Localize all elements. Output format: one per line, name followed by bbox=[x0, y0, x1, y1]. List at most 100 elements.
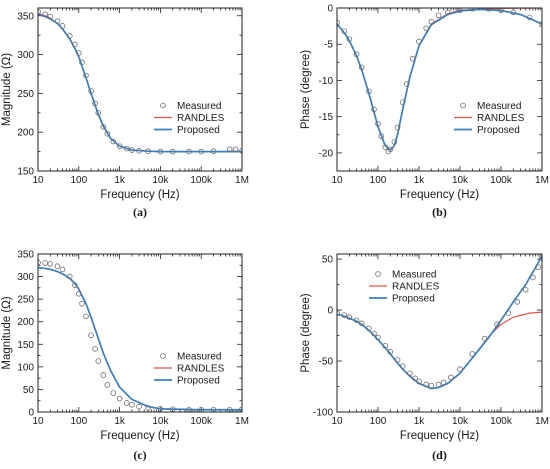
panel-d-frame bbox=[336, 253, 543, 413]
panel-a-y-tick-label: 350 bbox=[17, 11, 34, 22]
panel-c-legend-label-measured: Measured bbox=[177, 352, 221, 363]
panel-b: 10 100 1k 10k 100k 1M -20 -15 -10 -5 0 Frequency (H… bbox=[300, 4, 549, 220]
panel-c-x-tick-label: 1M bbox=[235, 416, 249, 427]
panel-b-measured-point bbox=[457, 8, 463, 13]
panel-b-x-tick-label: 1M bbox=[535, 175, 549, 186]
panel-b-measured-point bbox=[423, 25, 430, 32]
panel-c-measured-point bbox=[54, 263, 61, 269]
panel-b-legend-label-measured: Measured bbox=[477, 101, 521, 112]
panel-d-measured-point bbox=[494, 321, 500, 328]
panel-c-x-tick-label: 1k bbox=[114, 416, 126, 427]
panel-a-measured-point bbox=[59, 23, 66, 29]
panel-a-x-axis-label: Frequency (Hz) bbox=[100, 189, 179, 201]
panel-b-measured-point bbox=[416, 38, 422, 45]
panel-a-measured-point bbox=[38, 9, 41, 15]
panel-d-measured-point bbox=[481, 335, 488, 342]
panel-b-ticks: 10 100 1k 10k 100k 1M -20 -15 -10 -5 0 bbox=[319, 4, 549, 187]
panel-c: 10 100 1k 10k 100k 1M 0 50 100 150 200 250 300 350 Fre… bbox=[1, 250, 249, 463]
panel-b-measured-point bbox=[378, 133, 385, 140]
panel-a-legend-label-measured: Measured bbox=[177, 101, 221, 112]
panel-b-measured-point bbox=[403, 81, 410, 87]
panel-a-measured-point bbox=[239, 148, 242, 154]
panel-c-measured-point bbox=[123, 400, 130, 406]
panel-c-series-proposed-line bbox=[38, 266, 242, 411]
panel-c-y-tick-label: 250 bbox=[17, 295, 34, 306]
panel-d-x-axis-label: Frequency (Hz) bbox=[400, 430, 479, 442]
panel-c-measured-point bbox=[186, 406, 192, 412]
panel-c-measured-point bbox=[47, 261, 54, 267]
panel-a-measured-point bbox=[210, 148, 217, 155]
panel-a-measured-point bbox=[88, 88, 94, 94]
panel-a-measured-point bbox=[92, 100, 98, 107]
panel-d-measured-point bbox=[341, 312, 348, 318]
panel-d-ticks: 10 100 1k 10k 100k 1M -100 -50 0 50 bbox=[313, 254, 549, 427]
panel-c-caption: (c) bbox=[133, 448, 146, 462]
panel-b-y-tick-label: -10 bbox=[319, 76, 334, 87]
panel-d-legend-label-proposed: Proposed bbox=[392, 294, 435, 305]
panel-b-measured-point bbox=[399, 99, 406, 105]
panel-d-measured-point bbox=[522, 286, 529, 293]
panel-d-measured-point bbox=[448, 374, 454, 381]
panel-d-measured-point bbox=[407, 370, 413, 377]
panel-c-x-tick-label: 10 bbox=[32, 416, 44, 427]
panel-b-legend-label-proposed: Proposed bbox=[477, 125, 520, 136]
panel-c-measured-point bbox=[110, 390, 117, 396]
panel-c-measured-point bbox=[157, 406, 164, 412]
panel-a-measured-point bbox=[232, 146, 239, 153]
panel-b-frame bbox=[336, 7, 543, 172]
panel-d-legend-label-randles: RANDLES bbox=[392, 282, 440, 293]
panel-a-legend-label-proposed: Proposed bbox=[177, 125, 220, 136]
panel-a-measured-point bbox=[83, 72, 89, 79]
panel-b-x-axis-label: Frequency (Hz) bbox=[400, 189, 479, 201]
panel-d-measured-point bbox=[394, 357, 401, 363]
panel-b-y-axis-label: Phase (degree) bbox=[300, 50, 312, 129]
panel-b-y-tick-label: -5 bbox=[324, 40, 333, 51]
panel-c-y-tick-label: 100 bbox=[17, 362, 34, 373]
panel-a-measured-point bbox=[104, 130, 111, 137]
panel-c-measured-point bbox=[59, 266, 66, 273]
panel-b-x-tick-label: 10 bbox=[331, 175, 343, 186]
panel-a-plot-area bbox=[38, 9, 242, 155]
panel-b-measured-point bbox=[409, 55, 416, 62]
panel-b-measured-point bbox=[394, 124, 401, 131]
panel-c-x-axis-label: Frequency (Hz) bbox=[100, 430, 179, 442]
panel-c-y-tick-label: 300 bbox=[17, 272, 34, 283]
panel-c-plot-area bbox=[38, 259, 242, 412]
panel-a-measured-point bbox=[226, 146, 233, 153]
panel-d-measured-point bbox=[358, 320, 365, 327]
panel-c-series-randles-line bbox=[38, 266, 242, 411]
panel-c-frame bbox=[37, 253, 243, 413]
panel-b-measured-point bbox=[428, 18, 435, 25]
panel-c-x-tick-label: 10k bbox=[152, 416, 169, 427]
panel-a-x-tick-label: 1M bbox=[235, 175, 249, 186]
panel-d-y-tick-label: -50 bbox=[319, 357, 334, 368]
panel-d-measured-point bbox=[416, 378, 422, 385]
panel-b-legend-swatch-measured bbox=[460, 102, 466, 109]
panel-a-measured-point bbox=[186, 148, 192, 155]
panel-d-measured-point bbox=[530, 274, 536, 281]
panel-b-x-tick-label: 100 bbox=[370, 175, 387, 186]
panel-b-measured-point bbox=[444, 9, 451, 16]
panel-c-measured-point bbox=[136, 403, 142, 410]
panel-c-y-axis-label: Magnitude (Ω) bbox=[1, 296, 13, 369]
panel-b-measured-point bbox=[510, 9, 517, 16]
panel-d-measured-point bbox=[366, 325, 372, 332]
panel-a-x-tick-label: 1k bbox=[114, 175, 126, 186]
panel-a-legend-swatch-measured bbox=[160, 102, 166, 109]
panel-b-measured-point bbox=[469, 8, 476, 12]
panel-b-y-tick-label: 0 bbox=[327, 4, 333, 15]
panel-d-measured-point bbox=[423, 381, 430, 388]
panel-c-measured-point bbox=[88, 332, 94, 339]
panel-c-measured-point bbox=[210, 406, 217, 412]
panel-d-measured-point bbox=[371, 330, 377, 337]
panel-a: 10 100 1k 10k 100k 1M 150 200 250 300 350 Frequency… bbox=[1, 7, 249, 219]
panel-b-measured-point bbox=[387, 146, 394, 153]
panel-c-measured-point bbox=[38, 259, 41, 266]
panel-b-x-tick-label: 1k bbox=[414, 175, 426, 186]
panel-d-y-tick-label: -100 bbox=[313, 408, 333, 419]
panel-c-x-tick-label: 100k bbox=[190, 416, 213, 427]
